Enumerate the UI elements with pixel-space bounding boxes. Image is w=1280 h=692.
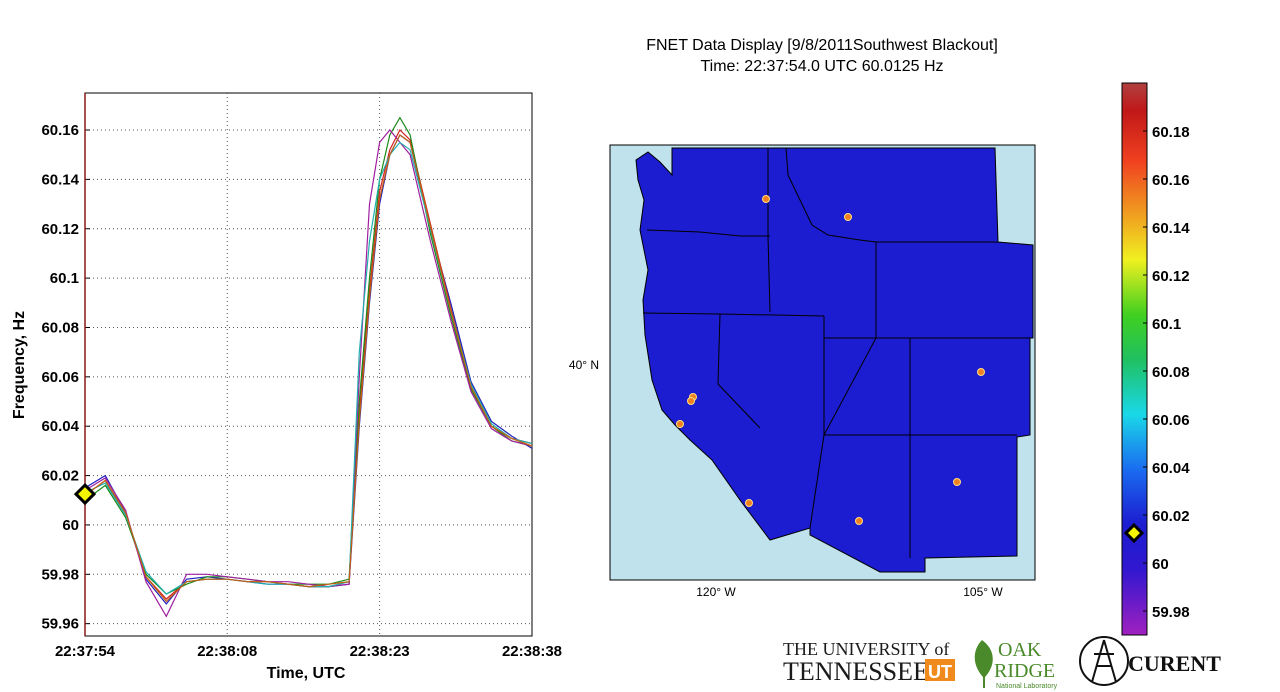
y-tick-label: 59.98 [41,566,79,583]
y-tick-label: 60.1 [50,270,79,287]
utk-logo: THE UNIVERSITY of TENNESSEE UT [783,639,955,686]
state-borders [642,147,1030,558]
station-markers [676,195,985,525]
frequency-marker-diamond [73,482,97,506]
lat-tick-40n: 40° N [569,358,599,372]
series-line-4 [84,129,533,618]
utk-logo-line1: THE UNIVERSITY of [783,639,949,659]
x-tick-labels: 22:37:54 22:38:08 22:38:23 22:38:38 [55,643,562,660]
ornl-logo-line2: RIDGE [994,660,1055,682]
y-tick-label: 60 [62,517,79,534]
colorbar-tick-label: 60.18 [1152,124,1190,141]
colorbar-tick-label: 60.04 [1152,460,1190,477]
y-tick-label: 60.04 [41,418,79,435]
western-us-frequency-map: 40° N 120° W 105° W [569,144,1036,599]
ornl-logo: OAK RIDGE National Laboratory [974,639,1058,690]
ornl-logo-line1: OAK [998,639,1042,661]
colorbar-marker-diamond [1123,522,1145,544]
y-tick-label: 59.96 [41,616,79,633]
tower-circle-icon [1079,636,1129,686]
series-line-6 [84,134,533,603]
colorbar-tick-label: 60.14 [1152,220,1190,237]
colorbar-tick-label: 60.16 [1152,172,1190,189]
ut-mark-icon [925,659,955,681]
x-tick-label: 22:38:08 [197,643,257,660]
colorbar-tick-label: 60.06 [1152,412,1190,429]
colorbar-current-marker [1123,522,1145,544]
y-axis-label: Frequency, Hz [11,311,28,419]
ornl-logo-line3: National Laboratory [996,683,1058,690]
y-tick-label: 60.02 [41,468,79,485]
utk-logo-line2: TENNESSEE [783,657,929,686]
frequency-colorbar: 59.98 60 60.02 60.04 60.06 60.08 60.1 60.12 60.1… [1121,82,1190,636]
plot-area [84,92,533,637]
lon-tick-105w: 105° W [963,585,1003,599]
colorbar-ticks: 59.98 60 60.02 60.04 60.06 60.08 60.1 60.12 60.1… [1143,124,1190,621]
curent-logo: CURENT [1079,636,1221,686]
station-marker-2 [844,213,852,221]
colorbar-tick-label: 60.08 [1152,364,1190,381]
y-tick-labels: 59.96 59.98 60 60.02 60.04 60.06 60.08 60.1 60.1… [41,122,79,633]
colorbar-tick-label: 60.12 [1152,268,1190,285]
x-tick-label: 22:38:38 [502,643,562,660]
station-marker-4 [687,397,695,405]
svg-text:UT: UT [928,662,952,682]
y-tick-label: 60.16 [41,122,79,139]
colorbar-tick-label: 60.02 [1152,508,1190,525]
x-tick-label: 22:37:54 [55,643,116,660]
station-marker-1 [762,195,770,203]
station-marker-5 [676,420,684,428]
station-marker-7 [855,517,863,525]
station-marker-6 [745,499,753,507]
station-marker-9 [977,368,985,376]
figure-title: FNET Data Display [9/8/2011Southwest Bla… [646,37,998,54]
states-landmass [635,147,1034,573]
y-tick-label: 60.06 [41,369,79,386]
curent-logo-text: CURENT [1128,651,1221,676]
frequency-line-chart: 59.96 59.98 60 60.02 60.04 60.06 60.08 60.1 60.1… [11,92,562,682]
y-tick-label: 60.12 [41,221,79,238]
power-tower-icon [1091,639,1117,683]
series-group [84,116,533,618]
colorbar-tick-label: 59.98 [1152,604,1190,621]
colorbar-gradient [1121,82,1148,636]
colorbar-tick-label: 60 [1152,556,1169,573]
x-tick-label: 22:38:23 [350,643,410,660]
oak-leaf-icon [974,640,993,678]
colorbar-tick-label: 60.1 [1152,316,1181,333]
y-tick-label: 60.08 [41,319,79,336]
time-readout: Time: 22:37:54.0 UTC 60.0125 Hz [700,58,943,75]
station-marker-8 [953,478,961,486]
current-frequency-marker [73,482,97,506]
lon-tick-120w: 120° W [696,585,736,599]
x-axis-label: Time, UTC [267,665,346,682]
y-tick-label: 60.14 [41,171,79,188]
